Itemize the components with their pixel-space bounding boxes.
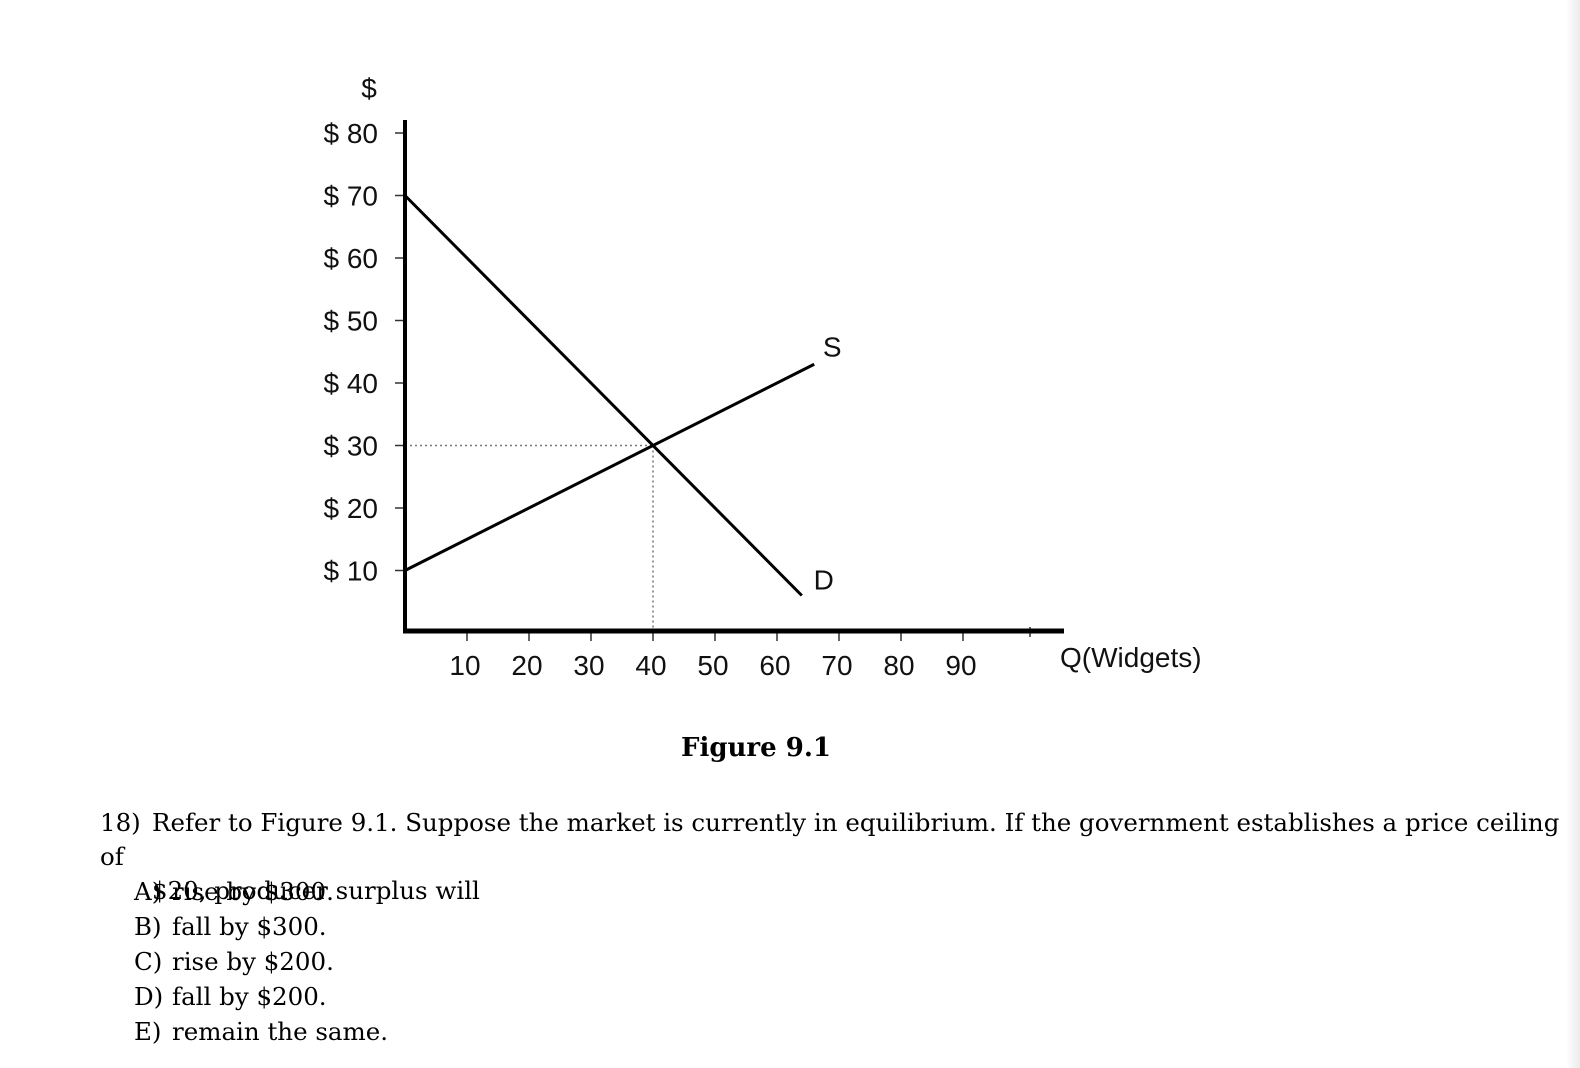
x-tick-label: 10 bbox=[449, 650, 480, 681]
y-tick-label: $ 50 bbox=[324, 306, 379, 337]
equilibrium-guides bbox=[405, 444, 654, 633]
choice-letter: C) bbox=[134, 947, 163, 976]
choice-e: E) remain the same. bbox=[134, 1014, 388, 1049]
x-tick-label: 60 bbox=[759, 650, 790, 681]
x-tick-label: 70 bbox=[821, 650, 852, 681]
choice-d: D) fall by $200. bbox=[134, 979, 388, 1014]
supply-curve-label: S bbox=[823, 331, 842, 362]
question-line-1: Refer to Figure 9.1. Suppose the market … bbox=[100, 808, 1560, 871]
choice-text: rise by $200. bbox=[172, 947, 334, 976]
x-axis-label: Q(Widgets) bbox=[1060, 642, 1202, 673]
demand-curve bbox=[403, 194, 803, 597]
x-tick-label: 80 bbox=[883, 650, 914, 681]
supply-demand-chart: $ 80 $ 70 $ 60 $ 50 $ 40 $ 30 $ 20 $ 10 10 20 30 4… bbox=[324, 73, 1202, 681]
y-axis-top-label: $ bbox=[361, 73, 377, 104]
y-tick-label: $ 80 bbox=[324, 118, 379, 149]
choice-text: fall by $200. bbox=[172, 982, 327, 1011]
y-tick-label: $ 70 bbox=[324, 181, 379, 212]
choice-letter: B) bbox=[134, 912, 162, 941]
choice-letter: D) bbox=[134, 982, 164, 1011]
choice-letter: A) bbox=[134, 877, 162, 906]
x-tick-label: 40 bbox=[635, 650, 666, 681]
demand-curve-label: D bbox=[814, 565, 834, 596]
choice-text: rise by $300. bbox=[172, 877, 334, 906]
answer-choices: A) rise by $300. B) fall by $300. C) rise b… bbox=[134, 874, 388, 1049]
curve-labels: DS bbox=[814, 331, 842, 595]
y-tick-label: $ 60 bbox=[324, 243, 379, 274]
choice-b: B) fall by $300. bbox=[134, 909, 388, 944]
choice-a: A) rise by $300. bbox=[134, 874, 388, 909]
question-line-2: $20, producer surplus will bbox=[152, 876, 480, 905]
choice-text: remain the same. bbox=[172, 1017, 389, 1046]
curves bbox=[403, 194, 815, 597]
choice-c: C) rise by $200. bbox=[134, 944, 388, 979]
page-edge-shadow bbox=[1566, 0, 1580, 1068]
x-tick-label: 30 bbox=[573, 650, 604, 681]
y-tick-label: $ 20 bbox=[324, 493, 379, 524]
x-tick-label: 90 bbox=[945, 650, 976, 681]
y-tick-label: $ 40 bbox=[324, 368, 379, 399]
choice-letter: E) bbox=[134, 1017, 162, 1046]
y-tick-label: $ 30 bbox=[324, 431, 379, 462]
x-tick-label: 50 bbox=[697, 650, 728, 681]
x-axis-ticks: 10 20 30 40 50 60 70 80 90 bbox=[449, 627, 1031, 681]
x-tick-label: 20 bbox=[511, 650, 542, 681]
question-text: 18) Refer to Figure 9.1. Suppose the mark… bbox=[100, 806, 1560, 908]
y-tick-label: $ 10 bbox=[324, 556, 379, 587]
choice-text: fall by $300. bbox=[172, 912, 327, 941]
question-number: 18) bbox=[100, 808, 141, 837]
figure-caption: Figure 9.1 bbox=[681, 733, 831, 763]
supply-curve bbox=[404, 362, 815, 572]
y-axis-ticks: $ 80 $ 70 $ 60 $ 50 $ 40 $ 30 $ 20 $ 10 bbox=[324, 118, 405, 587]
